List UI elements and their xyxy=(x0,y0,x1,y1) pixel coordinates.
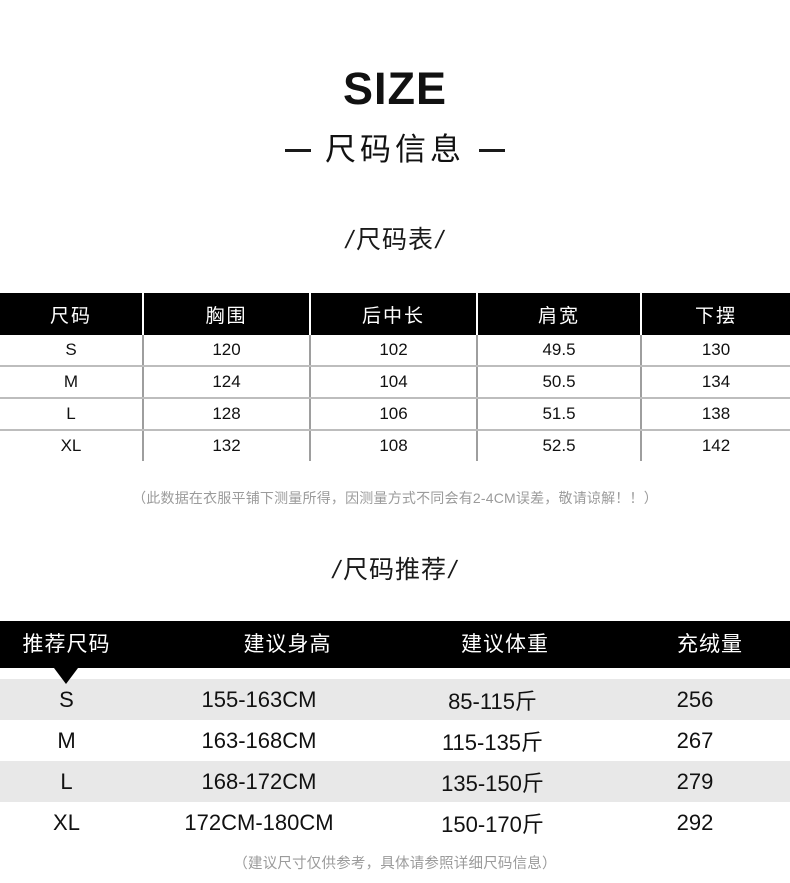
cell-shoulder: 51.5 xyxy=(477,398,642,432)
cell-shoulder: 49.5 xyxy=(477,335,642,368)
dash-left-icon xyxy=(285,148,311,152)
cell-hem: 134 xyxy=(641,366,790,400)
table-row: S 120 102 49.5 130 xyxy=(0,335,790,368)
recommend-note: （建议尺寸仅供参考，具体请参照详细尺码信息） xyxy=(233,856,557,873)
section-title-size-chart: /尺码表/ xyxy=(0,220,790,256)
size-chart-table-head: 尺码 胸围 后中长 肩宽 下摆 xyxy=(0,293,790,336)
cell-back-length: 106 xyxy=(310,398,478,432)
column-header-recommend-height: 建议身高 xyxy=(243,633,332,657)
size-recommend-table-head: 推荐尺码 建议身高 建议体重 充绒量 xyxy=(0,621,790,685)
cell-recommend-size: M xyxy=(0,720,133,762)
cell-hem: 130 xyxy=(641,335,790,368)
section-title-size-chart-label: 尺码表 xyxy=(355,226,434,255)
page-title-cn: 尺码信息 xyxy=(325,132,465,167)
cell-recommend-weight: 150-170斤 xyxy=(385,802,600,844)
measurement-note: （此数据在衣服平铺下测量所得，因测量方式不同会有2-4CM误差，敬请谅解！！） xyxy=(132,490,658,507)
cell-recommend-size: L xyxy=(0,761,133,803)
size-chart-table-body: S 120 102 49.5 130 M 124 104 50.5 134 L … xyxy=(0,335,790,462)
cell-recommend-height: 155-163CM xyxy=(133,679,385,721)
cell-hem: 142 xyxy=(641,430,790,462)
size-chart-table: 尺码 胸围 后中长 肩宽 下摆 S 120 102 49.5 130 M 124… xyxy=(0,293,790,462)
table-row: L 168-172CM 135-150斤 279 xyxy=(0,761,790,803)
cell-recommend-height: 168-172CM xyxy=(133,761,385,803)
column-header-recommend-size: 推荐尺码 xyxy=(22,633,111,657)
cell-back-length: 104 xyxy=(310,366,478,400)
column-header-chest: 胸围 xyxy=(143,293,311,336)
cell-recommend-height: 163-168CM xyxy=(133,720,385,762)
cell-back-length: 102 xyxy=(310,335,478,368)
cell-hem: 138 xyxy=(641,398,790,432)
section-title-size-recommend: /尺码推荐/ xyxy=(0,550,790,586)
triangle-pointer-icon xyxy=(54,668,78,685)
column-header-recommend-weight: 建议体重 xyxy=(461,633,549,657)
cell-chest: 128 xyxy=(143,398,311,432)
cell-chest: 124 xyxy=(143,366,311,400)
cell-down-fill: 279 xyxy=(600,761,790,803)
cell-down-fill: 292 xyxy=(600,802,790,844)
cell-down-fill: 256 xyxy=(600,679,790,721)
cell-recommend-weight: 135-150斤 xyxy=(385,761,600,803)
section-title-size-recommend-label: 尺码推荐 xyxy=(342,556,447,585)
table-row: XL 172CM-180CM 150-170斤 292 xyxy=(0,802,790,844)
size-recommend-table: S 155-163CM 85-115斤 256 M 163-168CM 115-… xyxy=(0,679,790,844)
column-header-size: 尺码 xyxy=(0,293,144,336)
cell-down-fill: 267 xyxy=(600,720,790,762)
cell-back-length: 108 xyxy=(310,430,478,462)
dash-right-icon xyxy=(479,148,505,152)
cell-shoulder: 52.5 xyxy=(477,430,642,462)
cell-size: L xyxy=(0,398,144,432)
cell-size: XL xyxy=(0,430,144,462)
cell-recommend-height: 172CM-180CM xyxy=(133,802,385,844)
table-row: L 128 106 51.5 138 xyxy=(0,398,790,432)
table-row: M 124 104 50.5 134 xyxy=(0,366,790,400)
column-header-down-fill: 充绒量 xyxy=(677,633,743,657)
cell-recommend-weight: 85-115斤 xyxy=(385,679,600,721)
table-row: M 163-168CM 115-135斤 267 xyxy=(0,720,790,762)
column-header-back-length: 后中长 xyxy=(310,293,478,336)
page-title-en: SIZE xyxy=(342,63,448,114)
cell-recommend-size: XL xyxy=(0,802,133,844)
cell-recommend-size: S xyxy=(0,679,133,721)
column-header-hem: 下摆 xyxy=(641,293,790,336)
page-header: SIZE 尺码信息 xyxy=(0,0,790,167)
table-row: S 155-163CM 85-115斤 256 xyxy=(0,679,790,721)
table-row: XL 132 108 52.5 142 xyxy=(0,430,790,462)
page-subtitle-row: 尺码信息 xyxy=(0,132,790,167)
cell-size: S xyxy=(0,335,144,368)
size-recommend-table-body: S 155-163CM 85-115斤 256 M 163-168CM 115-… xyxy=(0,679,790,844)
cell-recommend-weight: 115-135斤 xyxy=(385,720,600,762)
cell-shoulder: 50.5 xyxy=(477,366,642,400)
cell-size: M xyxy=(0,366,144,400)
table-header-row: 尺码 胸围 后中长 肩宽 下摆 xyxy=(0,293,790,336)
size-recommend-section: 推荐尺码 建议身高 建议体重 充绒量 S 155-163CM 85-115斤 2… xyxy=(0,621,790,873)
column-header-shoulder: 肩宽 xyxy=(477,293,642,336)
cell-chest: 120 xyxy=(143,335,311,368)
cell-chest: 132 xyxy=(143,430,311,462)
